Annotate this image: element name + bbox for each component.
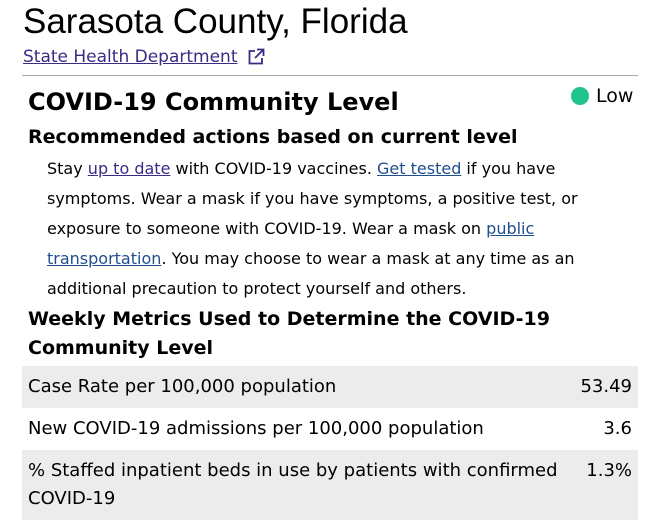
metrics-heading: Weekly Metrics Used to Determine the COV…	[28, 308, 550, 359]
rec-text-part-2: with COVID-19 vaccines.	[170, 159, 378, 178]
community-level-value: Low	[596, 85, 634, 107]
public-transportation-link[interactable]: public transportation	[47, 219, 535, 268]
recommendations-text: Stay up to date with COVID-19 vaccines. …	[47, 154, 642, 304]
rec-text-part-4: . You may choose to wear a mask at any t…	[47, 249, 575, 298]
header-divider	[22, 75, 638, 76]
metric-label: % Staffed inpatient beds in use by patie…	[28, 460, 558, 509]
metric-value: 1.3%	[586, 460, 632, 481]
up-to-date-link[interactable]: up to date	[87, 159, 171, 178]
rec-text-part-3: if you have symptoms. Wear a mask if you…	[47, 159, 578, 238]
metric-row-case-rate: Case Rate per 100,000 population 53.49	[22, 366, 638, 408]
metric-label: New COVID-19 admissions per 100,000 popu…	[28, 418, 484, 439]
rec-text-part-1: Stay	[47, 159, 88, 178]
get-tested-link[interactable]: Get tested	[377, 159, 462, 178]
metric-label: Case Rate per 100,000 population	[28, 376, 337, 397]
metric-value: 3.6	[603, 418, 632, 439]
page-title: Sarasota County, Florida	[23, 2, 408, 41]
metrics-table: Case Rate per 100,000 population 53.49 N…	[22, 366, 638, 520]
external-link-icon	[248, 48, 264, 65]
state-health-department-link[interactable]: State Health Department	[23, 46, 266, 68]
state-health-department-label: State Health Department	[23, 47, 238, 67]
level-indicator-dot-icon	[571, 87, 589, 105]
metric-row-inpatient-beds: % Staffed inpatient beds in use by patie…	[22, 450, 638, 520]
metric-row-admissions: New COVID-19 admissions per 100,000 popu…	[22, 408, 638, 450]
recommendations-heading: Recommended actions based on current lev…	[28, 126, 518, 148]
metric-value: 53.49	[580, 376, 632, 397]
community-level-title: COVID-19 Community Level	[28, 88, 399, 116]
community-level-badge: Low	[571, 84, 633, 108]
